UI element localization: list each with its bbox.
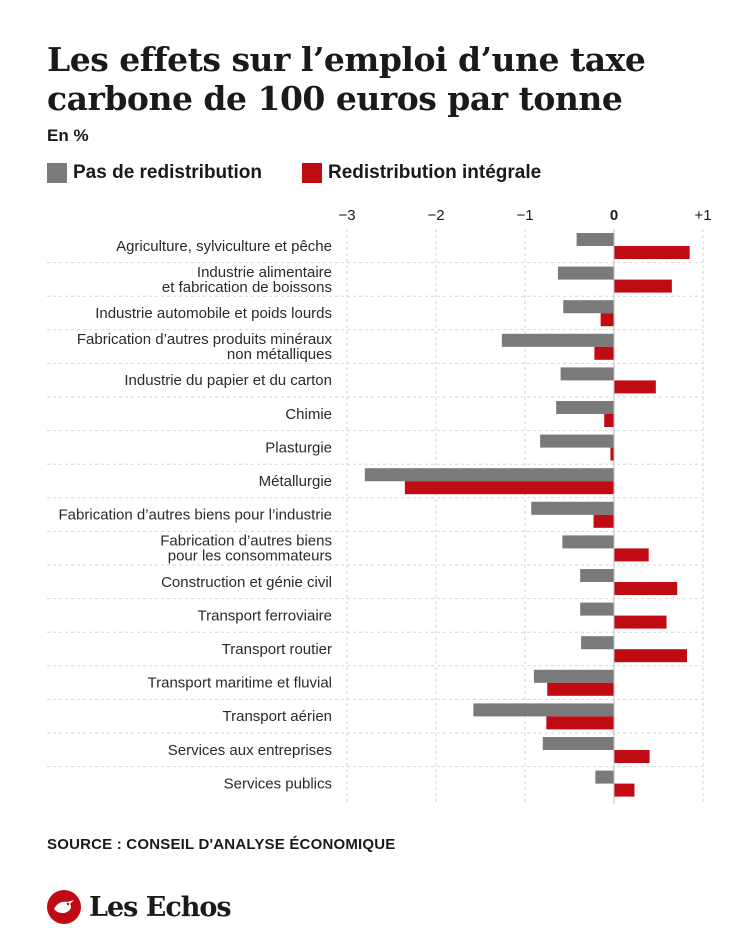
bar-full-redistribution <box>404 481 614 495</box>
bar-full-redistribution <box>614 380 656 394</box>
category-label: Métallurgie <box>259 473 332 490</box>
x-tick-label: −2 <box>427 207 444 224</box>
x-tick-label: −3 <box>338 207 355 224</box>
bar-no-redistribution <box>542 737 614 750</box>
category-label: Agriculture, sylviculture et pêche <box>116 238 332 255</box>
bar-full-redistribution <box>614 649 687 663</box>
category-label: Industrie automobile et poids lourds <box>95 305 332 322</box>
category-label: Transport routier <box>222 641 332 658</box>
bar-full-redistribution <box>600 313 614 327</box>
bar-full-redistribution <box>547 682 614 696</box>
bar-no-redistribution <box>556 401 614 414</box>
legend: Pas de redistribution Redistribution int… <box>47 160 581 186</box>
bar-no-redistribution <box>595 770 614 784</box>
legend-item-full-redistribution: Redistribution intégrale <box>301 162 542 184</box>
x-tick-label: +1 <box>694 207 711 224</box>
bar-full-redistribution <box>614 783 635 797</box>
category-label: Services publics <box>224 775 332 792</box>
les-echos-logo: Les Echos <box>47 888 232 926</box>
title-line-2: carbone de 100 euros par tonne <box>47 79 623 118</box>
bar-full-redistribution <box>614 750 650 763</box>
bar-no-redistribution <box>581 636 614 650</box>
bar-no-redistribution <box>563 300 614 314</box>
unit-label: En % <box>47 126 89 145</box>
bar-no-redistribution <box>560 367 614 381</box>
legend-label: Redistribution intégrale <box>327 162 542 183</box>
category-label: Transport ferroviaire <box>198 607 333 624</box>
category-label: Construction et génie civil <box>161 574 332 591</box>
bar-no-redistribution <box>562 535 614 549</box>
category-label: Fabrication d’autres produits minéraux no… <box>77 331 333 363</box>
category-label: Industrie alimentaire et fabrication de b… <box>162 264 332 296</box>
bird-logo-icon <box>47 890 81 924</box>
chart-title: Les effets sur l’emploi d’une taxe carbo… <box>47 40 727 118</box>
bar-full-redistribution <box>614 246 690 259</box>
x-tick-label: −1 <box>516 207 533 224</box>
bar-full-redistribution <box>594 346 614 360</box>
bar-full-redistribution <box>610 447 614 461</box>
category-label: Plasturgie <box>265 439 332 456</box>
legend-item-no-redistribution: Pas de redistribution <box>47 162 262 184</box>
bar-no-redistribution <box>501 333 614 347</box>
bar-full-redistribution <box>614 548 649 562</box>
bar-no-redistribution <box>580 569 614 582</box>
category-label: Fabrication d’autres biens pour les conso… <box>160 533 332 565</box>
bar-no-redistribution <box>473 703 614 717</box>
bar-no-redistribution <box>576 233 614 246</box>
bar-no-redistribution <box>531 501 614 515</box>
legend-swatch-red <box>301 163 322 183</box>
bar-no-redistribution <box>580 602 614 616</box>
bar-no-redistribution <box>557 266 614 280</box>
bar-no-redistribution <box>364 468 614 482</box>
source-note: SOURCE : CONSEIL D'ANALYSE ÉCONOMIQUE <box>47 836 396 853</box>
bar-no-redistribution <box>540 434 614 448</box>
bar-full-redistribution <box>604 414 614 427</box>
category-label: Industrie du papier et du carton <box>124 372 332 389</box>
bar-full-redistribution <box>614 582 678 595</box>
bar-full-redistribution <box>593 514 614 528</box>
category-label: Fabrication d’autres biens pour l’indust… <box>59 507 332 524</box>
bar-full-redistribution <box>614 279 672 293</box>
category-label: Transport maritime et fluvial <box>148 675 333 692</box>
brand-name: Les Echos <box>89 891 232 923</box>
title-line-1: Les effets sur l’emploi d’une taxe <box>47 40 646 79</box>
legend-label: Pas de redistribution <box>73 162 262 183</box>
bar-no-redistribution <box>533 669 614 683</box>
bar-full-redistribution <box>546 716 614 730</box>
legend-swatch-gray <box>47 163 67 183</box>
category-label: Services aux entreprises <box>168 742 332 759</box>
bar-full-redistribution <box>614 615 667 629</box>
category-label: Transport aérien <box>223 708 333 725</box>
category-label: Chimie <box>285 406 332 423</box>
x-tick-label: 0 <box>610 207 618 224</box>
